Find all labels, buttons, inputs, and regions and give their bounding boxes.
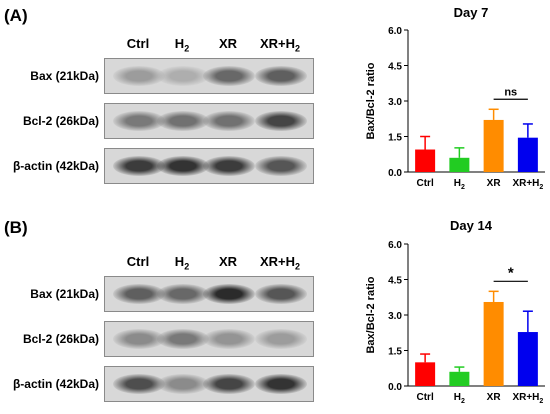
- protein-band: [157, 66, 209, 86]
- protein-band: [255, 156, 307, 176]
- y-tick-label: 1.5: [388, 133, 402, 144]
- x-tick-label: Ctrl: [417, 178, 434, 189]
- blot-strip: [104, 148, 314, 184]
- protein-band: [157, 156, 209, 176]
- x-tick-label: XR: [487, 392, 502, 403]
- protein-band: [203, 111, 255, 131]
- lane-label-1: H2: [174, 254, 190, 272]
- bar: [517, 332, 538, 386]
- row-label: β-actin (42kDa): [12, 159, 99, 173]
- bar-chart-day14: Bax/Bcl-2 ratio 0.0 1.5 3.0 4.5 6.0 Ctrl H2 XR XR…: [365, 240, 545, 405]
- blot-strip: [104, 276, 314, 312]
- lane-label-3: XR+H2: [259, 254, 301, 272]
- lane-label-3: XR+H2: [259, 36, 301, 54]
- panel-label-a: (A): [4, 6, 28, 25]
- x-tick-label: H2: [454, 392, 465, 405]
- protein-band: [255, 329, 307, 349]
- chart-title-day14: Day 14: [450, 218, 492, 233]
- significance-label: ns: [504, 86, 517, 98]
- lane-label-2: XR: [218, 36, 238, 51]
- bar-chart-day7: Bax/Bcl-2 ratio 0.0 1.5 3.0 4.5 6.0 Ctrl H2 XR XR…: [365, 26, 545, 191]
- blot-strip: [104, 103, 314, 139]
- lane-label-subscript: 2: [184, 43, 190, 54]
- protein-band: [255, 66, 307, 86]
- bar: [483, 119, 504, 172]
- row-label: Bax (21kDa): [30, 69, 99, 83]
- row-label: Bcl-2 (26kDa): [22, 332, 99, 346]
- y-tick-label: 6.0: [388, 26, 402, 37]
- bar: [517, 137, 538, 172]
- blot-strip: [104, 366, 314, 402]
- x-tick-label: H2: [454, 178, 465, 191]
- y-tick-label: 4.5: [388, 276, 402, 287]
- protein-band: [255, 374, 307, 394]
- x-tick-label: XR+H2: [512, 178, 543, 191]
- x-tick-label: XR+H2: [512, 392, 543, 405]
- y-axis-label: Bax/Bcl-2 ratio: [365, 62, 377, 139]
- x-tick-label: XR: [487, 178, 502, 189]
- row-label: β-actin (42kDa): [12, 377, 99, 391]
- y-tick-label: 0.0: [388, 168, 402, 179]
- x-tick-label: Ctrl: [417, 392, 434, 403]
- lane-label-1: H2: [174, 36, 190, 54]
- protein-band: [113, 374, 165, 394]
- y-tick-label: 3.0: [388, 97, 402, 108]
- lane-label-0: Ctrl: [126, 36, 150, 51]
- protein-band: [203, 156, 255, 176]
- protein-band: [113, 284, 165, 304]
- lane-label-subscript: 2: [295, 43, 301, 54]
- protein-band: [113, 66, 165, 86]
- protein-band: [203, 284, 255, 304]
- bar: [415, 362, 436, 386]
- protein-band: [157, 284, 209, 304]
- protein-band: [203, 374, 255, 394]
- protein-band: [157, 374, 209, 394]
- protein-band: [157, 111, 209, 131]
- bar: [449, 157, 470, 172]
- protein-band: [203, 66, 255, 86]
- protein-band: [113, 156, 165, 176]
- blot-strip: [104, 321, 314, 357]
- y-tick-label: 3.0: [388, 311, 402, 322]
- significance-label: *: [508, 264, 514, 281]
- lane-label-0: Ctrl: [126, 254, 150, 269]
- lane-label-subscript: 2: [295, 261, 301, 272]
- y-tick-label: 1.5: [388, 347, 402, 358]
- protein-band: [157, 329, 209, 349]
- lane-label-subscript: 2: [184, 261, 190, 272]
- row-label: Bax (21kDa): [30, 287, 99, 301]
- lane-label-2: XR: [218, 254, 238, 269]
- protein-band: [255, 284, 307, 304]
- bar: [483, 301, 504, 386]
- bar: [415, 149, 436, 172]
- panel-label-b: (B): [4, 218, 28, 237]
- y-axis-label: Bax/Bcl-2 ratio: [365, 276, 377, 353]
- y-tick-label: 4.5: [388, 62, 402, 73]
- row-label: Bcl-2 (26kDa): [22, 114, 99, 128]
- protein-band: [113, 111, 165, 131]
- y-tick-label: 6.0: [388, 240, 402, 251]
- y-tick-label: 0.0: [388, 382, 402, 393]
- blot-strip: [104, 58, 314, 94]
- protein-band: [113, 329, 165, 349]
- protein-band: [255, 111, 307, 131]
- chart-title-day7: Day 7: [453, 5, 489, 20]
- bar: [449, 371, 470, 386]
- protein-band: [203, 329, 255, 349]
